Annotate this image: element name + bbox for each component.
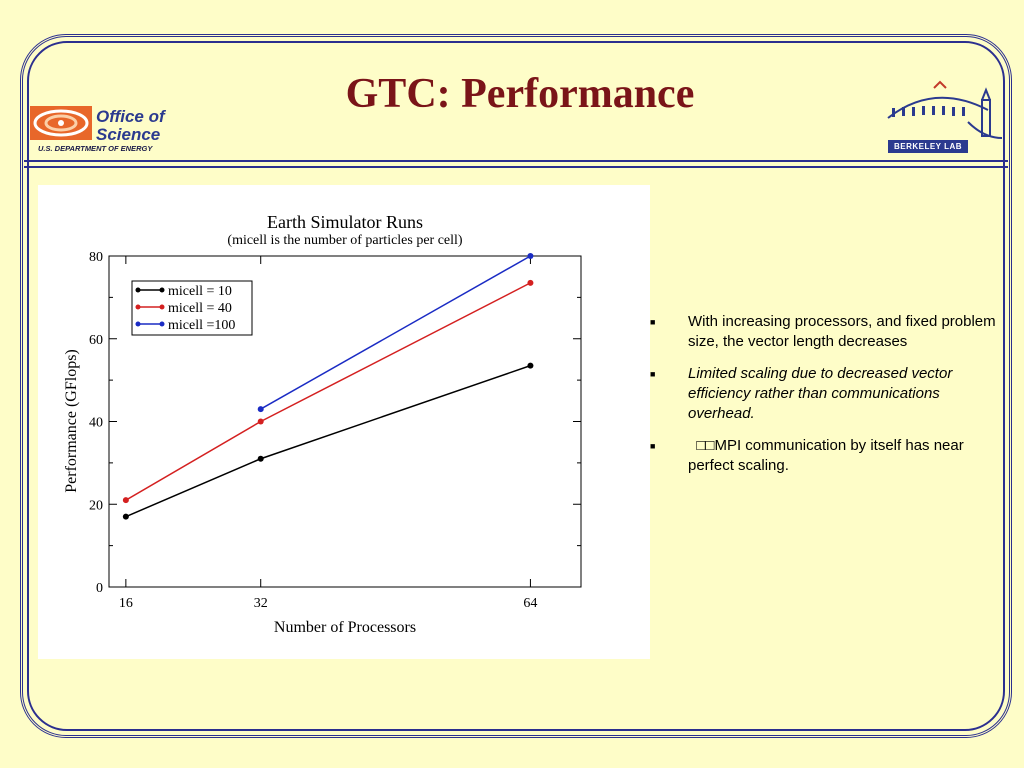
performance-chart: Earth Simulator Runs (micell is the numb… xyxy=(63,212,582,636)
data-point-1-3 xyxy=(527,362,534,369)
legend-marker xyxy=(159,321,165,327)
data-point-2-3 xyxy=(527,279,534,286)
data-point-3-1 xyxy=(257,406,264,413)
chart-subtitle: (micell is the number of particles per c… xyxy=(227,233,463,248)
x-tick-label: 64 xyxy=(523,596,537,611)
series-line-3 xyxy=(260,255,531,410)
legend-label-1: micell = 10 xyxy=(168,284,232,299)
data-point-1-2 xyxy=(257,455,264,462)
y-tick-label: 40 xyxy=(89,416,103,431)
x-axis-label: Number of Processors xyxy=(274,619,416,636)
legend-label-2: micell = 40 xyxy=(168,301,232,316)
chart-panel: Earth Simulator Runs (micell is the numb… xyxy=(38,185,650,659)
data-point-3-2 xyxy=(527,253,534,259)
legend-marker xyxy=(135,287,141,293)
y-axis-label: Performance (GFlops) xyxy=(63,349,80,493)
logo-line-2: Science xyxy=(96,125,161,144)
bullet-square-icon: ■ xyxy=(650,369,656,379)
office-of-science-text: Office of Science xyxy=(96,108,165,144)
x-tick-label: 32 xyxy=(254,596,268,611)
series-lines xyxy=(122,253,534,520)
chart-title: Earth Simulator Runs xyxy=(267,212,423,232)
slide-frame-inner xyxy=(27,41,1005,731)
berkeley-lab-building-icon xyxy=(887,80,1003,139)
bullet-text-3: □□MPI communication by itself has near p… xyxy=(688,437,964,474)
header-rule-top xyxy=(24,160,1008,162)
data-point-2-1 xyxy=(122,497,129,504)
bullet-item-1: ■ With increasing processors, and fixed … xyxy=(650,312,1006,352)
slide-frame xyxy=(20,34,1012,738)
berkeley-lab-logo: BERKELEY LAB xyxy=(884,78,1008,160)
slide-title: GTC: Performance xyxy=(345,71,695,117)
berkeley-lab-label: BERKELEY LAB xyxy=(888,140,968,153)
data-point-2-2 xyxy=(257,418,264,425)
header-rule-bottom xyxy=(24,166,1008,168)
data-point-1-1 xyxy=(122,513,129,520)
y-tick-label: 20 xyxy=(89,498,103,513)
bullet-list: ■ With increasing processors, and fixed … xyxy=(650,312,1006,488)
legend-marker xyxy=(135,321,141,327)
bullet-text-1: With increasing processors, and fixed pr… xyxy=(688,313,996,350)
bullet-square-icon: ■ xyxy=(650,441,656,451)
axis-ticks: 0 20 40 60 80 16 32 64 xyxy=(89,250,581,611)
office-of-science-logo: Office of Science U.S. DEPARTMENT OF ENE… xyxy=(30,104,190,160)
doe-swirl-icon xyxy=(30,106,92,140)
bullet-item-2: ■ Limited scaling due to decreased vecto… xyxy=(650,364,1006,424)
legend-marker xyxy=(159,287,165,293)
legend-marker xyxy=(159,304,165,310)
x-tick-label: 16 xyxy=(119,596,133,611)
bullet-text-2: Limited scaling due to decreased vector … xyxy=(688,365,953,422)
y-tick-label: 0 xyxy=(96,581,103,596)
bullet-square-icon: ■ xyxy=(650,317,656,327)
y-tick-label: 60 xyxy=(89,333,103,348)
logo-line-1: Office of xyxy=(96,107,165,126)
legend-marker xyxy=(135,304,141,310)
legend-label-3: micell =100 xyxy=(168,318,235,333)
bullet-item-3: ■ □□MPI communication by itself has near… xyxy=(650,436,1006,476)
y-tick-label: 80 xyxy=(89,250,103,265)
legend: micell = 10 micell = 40 micell =100 xyxy=(131,280,253,336)
doe-subtitle: U.S. DEPARTMENT OF ENERGY xyxy=(38,144,153,153)
series-line-1 xyxy=(125,364,531,518)
